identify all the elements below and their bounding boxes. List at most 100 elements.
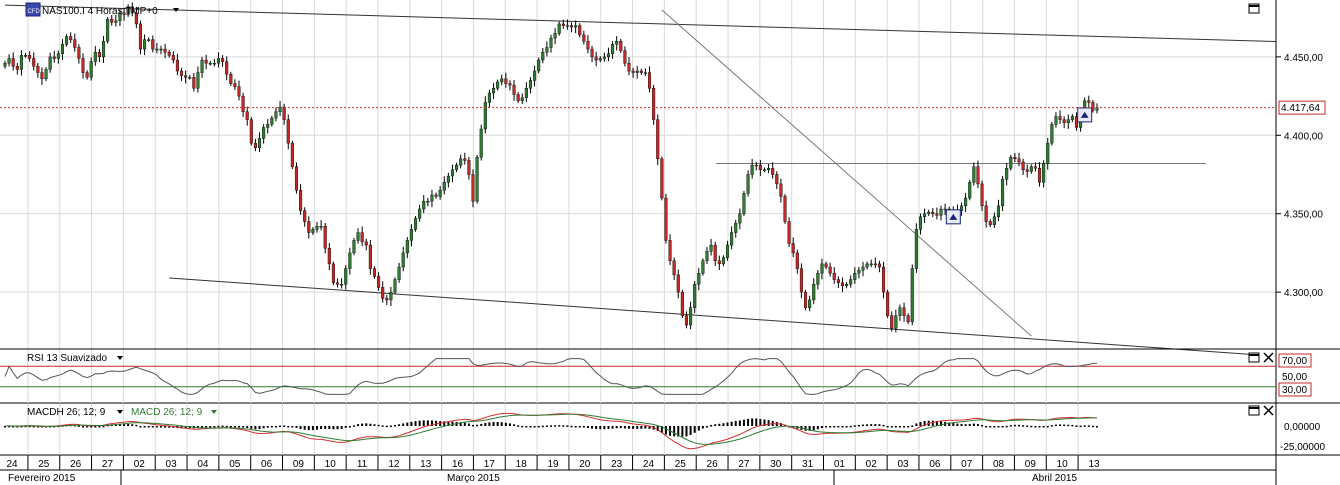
dropdown-arrow-icon[interactable] — [117, 410, 123, 414]
dropdown-arrow-icon[interactable] — [211, 410, 217, 414]
signal-markers[interactable] — [945, 107, 1093, 225]
candle-body — [418, 208, 422, 219]
macd-histogram-bar — [336, 426, 339, 430]
macd-signal-title[interactable]: MACD 26; 12; 9 — [131, 407, 203, 418]
candle — [565, 19, 569, 30]
candle — [709, 238, 713, 256]
macd-histogram-bar — [324, 426, 327, 429]
rsi-line — [4, 358, 1097, 395]
candle — [586, 35, 590, 54]
macd-histogram-bar — [357, 424, 360, 426]
candle-body — [738, 213, 742, 224]
candle — [286, 114, 290, 150]
macd-histogram-bar — [640, 426, 643, 429]
candle — [820, 258, 824, 280]
macd-histogram-bar — [907, 426, 910, 428]
candle-body — [574, 25, 578, 28]
rsi-title[interactable]: RSI 13 Suavizado — [27, 353, 107, 364]
chart-title-group[interactable]: CFD NAS100.I 4 Horas TMP+0 — [25, 2, 179, 17]
candle-body — [902, 307, 906, 316]
candle-body — [101, 41, 106, 58]
price-axis: 4.450,00 4.400,00 4.350,00 4.300,00 4.417,6… — [1275, 0, 1340, 485]
price-panel[interactable]: CFD NAS100.I 4 Horas TMP+0 — [0, 0, 1319, 356]
candle-body — [331, 263, 335, 283]
candle-body — [689, 307, 693, 326]
candle — [1009, 154, 1013, 171]
maximize-icon[interactable] — [1248, 352, 1260, 363]
candle-body — [980, 183, 984, 207]
rsi-30-tag-box — [1278, 382, 1312, 397]
price-tick-label: 4.350,00 — [1284, 210, 1323, 221]
candle-body — [286, 119, 290, 144]
upper-channel-line[interactable] — [4, 4, 1319, 44]
macd-histogram-bar — [550, 425, 552, 427]
candle-body — [582, 34, 586, 42]
falling-trendline[interactable] — [661, 9, 1032, 337]
close-icon[interactable] — [1263, 405, 1274, 416]
macdh-title[interactable]: MACDH 26; 12; 9 — [27, 407, 106, 418]
macd-histogram-bar — [857, 424, 860, 427]
candle — [434, 192, 438, 199]
close-icon[interactable] — [1263, 352, 1274, 363]
macd-histogram-bar — [673, 426, 676, 437]
signal-marker[interactable] — [1077, 107, 1093, 123]
candle-body — [652, 88, 656, 120]
candle — [808, 295, 812, 312]
macd-panel[interactable]: MACDH 26; 12; 9 MACD 26; 12; 9 0,00000 -… — [0, 404, 1325, 455]
candle — [1087, 95, 1091, 109]
candle — [188, 74, 192, 80]
macd-histogram-bar — [628, 426, 630, 429]
maximize-icon[interactable] — [1248, 3, 1260, 14]
candle — [717, 255, 721, 271]
candle-body — [455, 164, 459, 170]
candle-body — [849, 279, 853, 285]
macd-histogram-bar — [151, 426, 154, 428]
macd-histogram-bar — [636, 426, 639, 429]
candle — [549, 34, 553, 53]
rsi-panel[interactable]: RSI 13 Suavizado 70,00 50,00 30,00 — [0, 350, 1312, 403]
macd-histogram-bar — [874, 424, 877, 426]
macd-histogram-bar — [648, 426, 651, 429]
candle-body — [1046, 142, 1050, 164]
trendlines[interactable] — [4, 4, 1319, 356]
candle — [840, 277, 845, 292]
candle — [60, 39, 65, 60]
lower-channel-line[interactable] — [169, 277, 1258, 356]
macd-histogram-bar — [1067, 424, 1070, 427]
dropdown-arrow-icon[interactable] — [173, 8, 179, 12]
macd-histogram-bar — [316, 426, 318, 430]
candle — [467, 157, 471, 180]
candle-body — [73, 39, 77, 48]
candle-body — [619, 41, 623, 51]
macd-histogram-bar — [394, 425, 396, 427]
macd-histogram-bar — [529, 426, 532, 428]
macd-histogram-bar — [311, 426, 314, 431]
dropdown-arrow-icon[interactable] — [117, 356, 123, 360]
candle — [487, 89, 491, 108]
candle-body — [340, 284, 344, 286]
candle-body — [110, 19, 114, 23]
candle — [307, 216, 311, 239]
price-tick-label: 4.400,00 — [1284, 131, 1323, 142]
candle-body — [881, 266, 886, 293]
maximize-icon[interactable] — [1248, 405, 1260, 416]
candle — [623, 46, 627, 67]
macd-histogram-bar — [960, 423, 963, 426]
candle — [360, 226, 364, 247]
candle — [7, 54, 11, 67]
candle — [204, 54, 208, 70]
macd-histogram-bar — [541, 425, 544, 428]
candle-body — [356, 232, 360, 241]
macd-histogram-bar — [849, 425, 852, 428]
candle-body — [721, 257, 725, 265]
candle — [861, 261, 865, 277]
signal-marker[interactable] — [945, 209, 961, 225]
macd-histogram-bar — [155, 426, 158, 428]
macd-histogram-bar — [931, 420, 934, 426]
macd-histogram-bar — [734, 421, 737, 426]
candle — [767, 163, 771, 174]
candle — [184, 70, 188, 84]
candle — [101, 36, 106, 64]
candle-body — [734, 222, 738, 233]
candle — [77, 44, 81, 64]
